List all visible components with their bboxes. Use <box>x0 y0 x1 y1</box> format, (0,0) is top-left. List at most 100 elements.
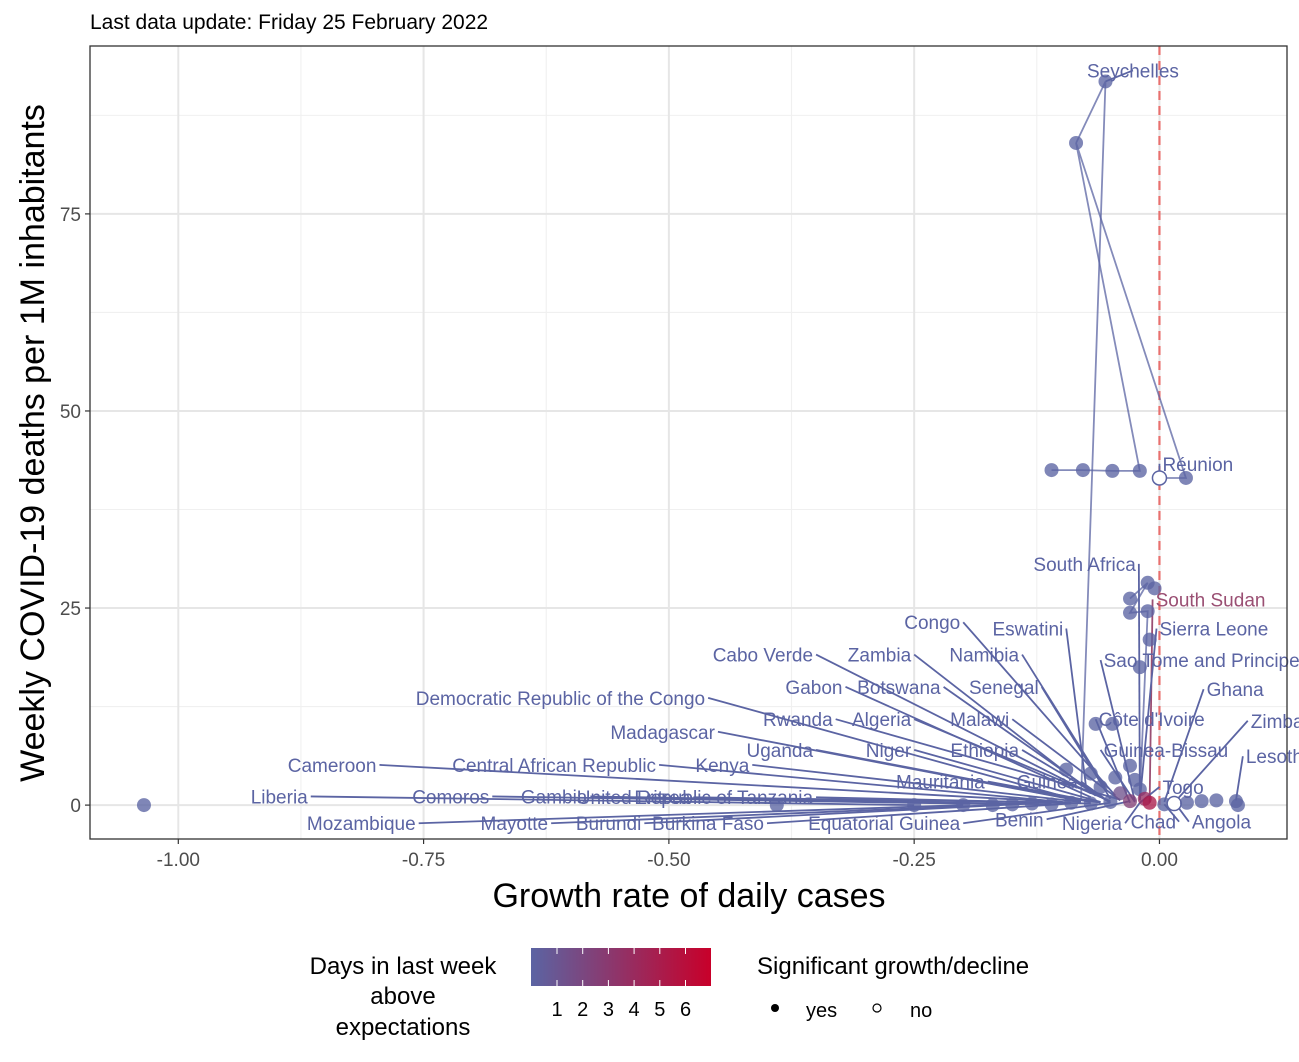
data-point <box>1123 591 1138 606</box>
data-point <box>1105 716 1120 731</box>
label-leader-line <box>943 686 1102 798</box>
data-point <box>1230 798 1245 813</box>
country-label: Mauritania <box>896 772 985 793</box>
label-leader-line <box>1124 802 1141 824</box>
data-point <box>1209 793 1224 808</box>
label-leader-line <box>418 804 964 825</box>
color-legend-tick-label: 6 <box>680 999 691 1021</box>
country-label: Botswana <box>857 678 941 699</box>
country-label: Gambia <box>521 787 588 808</box>
country-label: Rwanda <box>763 710 833 731</box>
label-leader-line <box>1235 756 1244 801</box>
color-legend-tick-label: 4 <box>629 999 640 1021</box>
data-point <box>1083 766 1098 781</box>
country-label: Côte d'Ivoire <box>1099 710 1205 731</box>
country-label: Sierra Leone <box>1160 620 1269 641</box>
chart-subtitle: Last data update: Friday 25 February 202… <box>90 11 488 34</box>
data-point <box>1098 74 1113 89</box>
country-label: Mayotte <box>481 814 549 835</box>
country-label: Liberia <box>251 787 308 808</box>
label-leader-line <box>1138 628 1158 801</box>
country-label: Malawi <box>950 710 1009 731</box>
country-label: Cameroon <box>288 756 377 777</box>
data-point <box>1044 463 1059 478</box>
country-label: Cabo Verde <box>713 646 813 667</box>
country-label: Eswatini <box>992 620 1063 641</box>
data-point <box>1103 794 1118 809</box>
shape-legend-title: Significant growth/decline <box>757 953 1029 980</box>
data-point <box>985 798 1000 813</box>
data-point <box>1108 770 1123 785</box>
country-label: Namibia <box>949 646 1019 667</box>
data-point <box>1132 660 1147 675</box>
data-point <box>1179 795 1194 810</box>
label-leader-line <box>658 764 1072 804</box>
country-label: Benin <box>995 810 1044 831</box>
country-label: Burkina Faso <box>652 814 764 835</box>
data-point <box>1083 796 1098 811</box>
data-points <box>136 74 1245 813</box>
data-point <box>1147 581 1162 596</box>
country-label: Sao Tome and Principe <box>1104 651 1299 672</box>
data-point <box>1123 794 1138 809</box>
data-point <box>1123 758 1138 773</box>
country-label: Burundi <box>576 814 642 835</box>
country-label: Gabon <box>785 678 842 699</box>
x-tick-label: -0.25 <box>893 850 936 871</box>
country-label: Ethiopia <box>950 741 1019 762</box>
data-point <box>1142 795 1157 810</box>
country-label: Guinea <box>1017 772 1079 793</box>
country-label: Togo <box>1162 778 1203 799</box>
y-axis-title: Weekly COVID-19 deaths per 1M inhabitant… <box>14 104 52 782</box>
data-point <box>1132 463 1147 478</box>
label-leader-line <box>815 749 1091 803</box>
color-legend-tick-label: 3 <box>603 999 614 1021</box>
color-legend-tick-label: 2 <box>577 999 588 1021</box>
data-point <box>907 798 922 813</box>
country-label: Algeria <box>852 710 912 731</box>
country-label: Guinea-Bissau <box>1104 741 1229 762</box>
country-label: Comoros <box>412 787 489 808</box>
data-point <box>956 798 971 813</box>
color-legend-tick-label: 5 <box>654 999 665 1021</box>
label-leader-line <box>987 780 1101 804</box>
x-tick-label: -0.50 <box>647 850 690 871</box>
data-point <box>1088 716 1103 731</box>
label-leader-line <box>1137 563 1141 798</box>
country-label: Réunion <box>1162 455 1233 476</box>
data-point <box>1113 786 1128 801</box>
y-axis-ticks: 0 25 50 75 <box>60 205 90 817</box>
shape-legend-no-label: no <box>910 1000 932 1022</box>
x-tick-label: 0.00 <box>1141 850 1178 871</box>
data-point <box>1105 463 1120 478</box>
data-point <box>1194 794 1209 809</box>
data-point <box>1178 470 1193 485</box>
data-point <box>1151 470 1168 486</box>
y-tick-label: 75 <box>60 205 81 226</box>
country-label: United Republic of Tanzania <box>577 788 814 809</box>
label-leader-line <box>590 795 1052 806</box>
country-label: Angola <box>1192 813 1252 834</box>
country-labels: Seychelles Réunion South Africa South Sudan… <box>251 61 1299 835</box>
label-leader-line <box>913 718 1111 802</box>
country-label: Nigeria <box>1062 814 1123 835</box>
label-leader-line <box>815 653 1092 795</box>
data-point <box>136 798 151 813</box>
data-point <box>1140 604 1155 619</box>
label-leader-line <box>379 764 1062 803</box>
label-leader-line <box>752 764 1082 803</box>
data-point <box>1059 762 1074 777</box>
data-point <box>1024 796 1039 811</box>
data-point <box>1142 632 1157 647</box>
label-leader-line <box>1163 688 1205 803</box>
country-label: Equatorial Guinea <box>808 814 961 835</box>
country-label: Uganda <box>746 741 813 762</box>
country-label: South Sudan <box>1156 590 1266 611</box>
x-tick-label: -1.00 <box>157 850 200 871</box>
label-leader-line <box>707 697 1082 803</box>
country-label: Democratic Republic of the Congo <box>416 689 705 710</box>
color-legend-title-line2: above <box>370 983 435 1010</box>
data-point <box>1069 135 1084 150</box>
